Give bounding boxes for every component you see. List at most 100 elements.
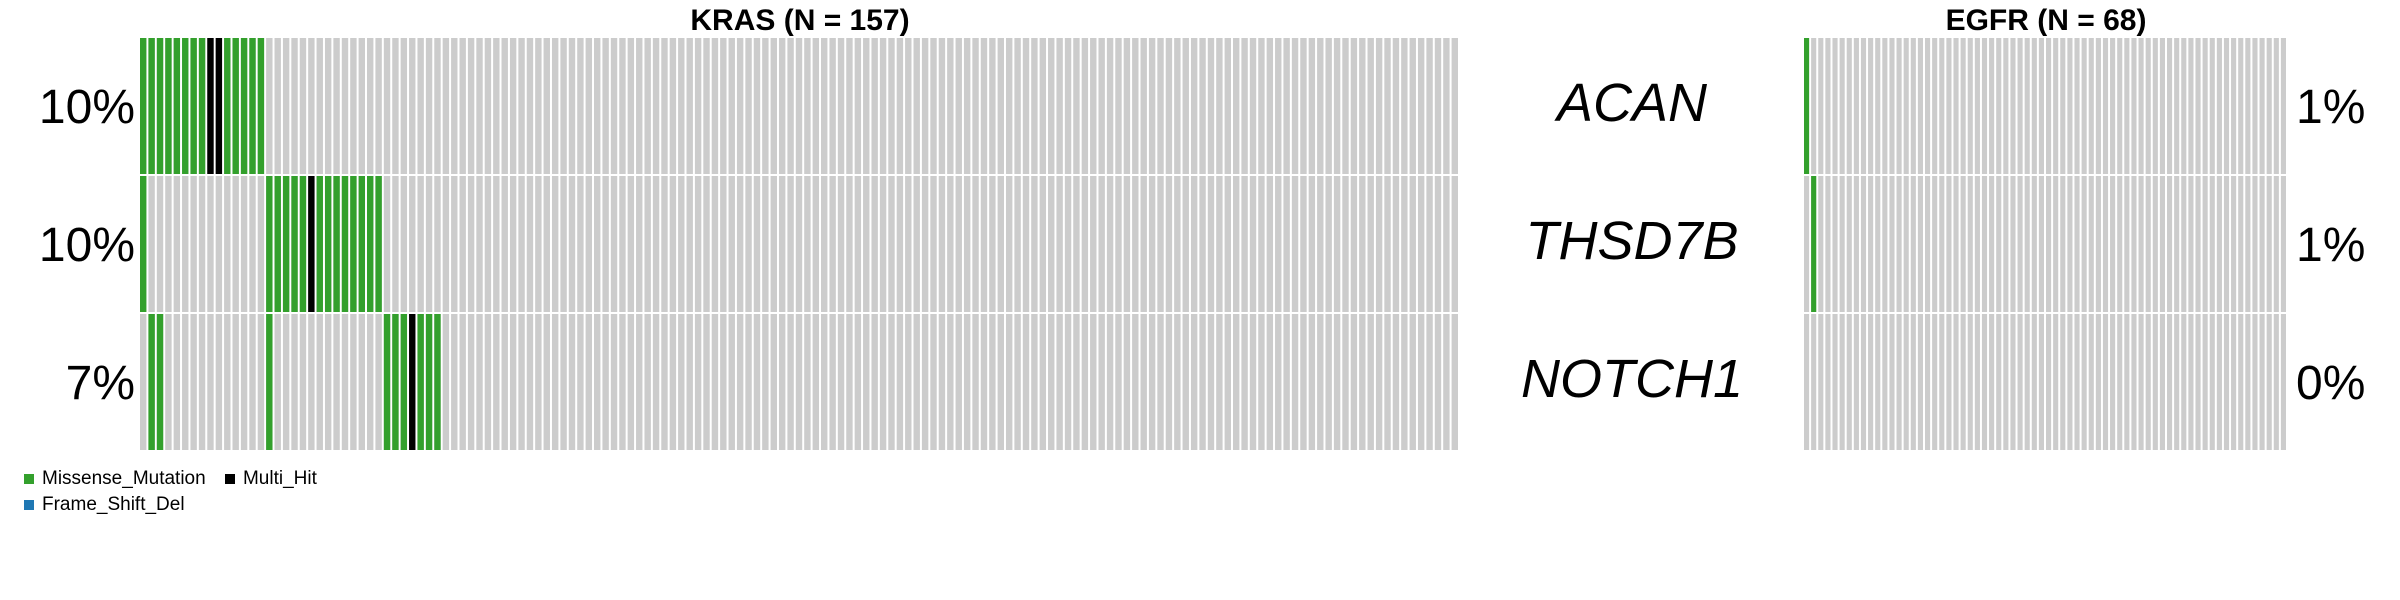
- cell-kras-notch1-7: [198, 314, 206, 450]
- cell-kras-notch1-84: [846, 314, 853, 450]
- cell-kras-notch1-117: [1123, 314, 1131, 450]
- cell-kras-acan-87: [871, 38, 878, 174]
- cell-kras-thsd7b-123: [1174, 176, 1181, 312]
- cell-kras-acan-139: [1308, 38, 1316, 174]
- cell-kras-notch1-141: [1325, 314, 1332, 450]
- cell-egfr-acan-2: [1818, 38, 1824, 174]
- cell-kras-acan-90: [896, 38, 904, 174]
- missense-cell-kras-notch1-35: [434, 314, 441, 450]
- panel-title-kras: KRAS (N = 157): [690, 4, 909, 37]
- cell-egfr-acan-7: [1853, 38, 1859, 174]
- cell-kras-notch1-104: [1014, 314, 1021, 450]
- cell-kras-acan-23: [333, 38, 340, 174]
- cell-kras-thsd7b-141: [1325, 176, 1332, 312]
- cell-kras-acan-77: [787, 38, 794, 174]
- cell-kras-thsd7b-142: [1333, 176, 1341, 312]
- cell-kras-acan-70: [728, 38, 735, 174]
- cell-kras-notch1-58: [627, 314, 635, 450]
- cell-egfr-acan-30: [2017, 38, 2023, 174]
- cell-kras-notch1-88: [879, 314, 887, 450]
- cell-egfr-notch1-43: [2110, 314, 2116, 450]
- cell-egfr-notch1-66: [2273, 314, 2279, 450]
- cell-kras-acan-59: [636, 38, 643, 174]
- cell-kras-notch1-116: [1115, 314, 1122, 450]
- cell-egfr-acan-16: [1917, 38, 1923, 174]
- cell-kras-notch1-108: [1048, 314, 1055, 450]
- cell-egfr-notch1-59: [2223, 314, 2230, 450]
- cell-kras-acan-80: [812, 38, 820, 174]
- cell-kras-acan-135: [1275, 38, 1282, 174]
- cell-egfr-notch1-60: [2231, 314, 2237, 450]
- missense-cell-egfr-acan-0: [1804, 38, 1810, 174]
- cell-kras-acan-51: [568, 38, 576, 174]
- cell-egfr-notch1-30: [2017, 314, 2023, 450]
- cell-egfr-acan-43: [2110, 38, 2116, 174]
- cell-kras-acan-28: [375, 38, 382, 174]
- cell-egfr-thsd7b-21: [1953, 176, 1959, 312]
- cell-kras-notch1-91: [905, 314, 912, 450]
- cell-kras-acan-95: [938, 38, 946, 174]
- multi-hit-cell-kras-acan-8: [207, 38, 214, 174]
- cell-kras-thsd7b-50: [560, 176, 567, 312]
- cell-kras-acan-114: [1098, 38, 1105, 174]
- legend-swatch-multi-hit: [224, 473, 235, 484]
- cell-kras-notch1-114: [1098, 314, 1105, 450]
- missense-cell-egfr-thsd7b-1: [1811, 176, 1817, 312]
- cell-egfr-thsd7b-31: [2024, 176, 2030, 312]
- cell-kras-acan-152: [1417, 38, 1425, 174]
- missense-cell-kras-notch1-31: [400, 314, 408, 450]
- cell-egfr-acan-37: [2067, 38, 2073, 174]
- cell-kras-thsd7b-98: [963, 176, 971, 312]
- cell-kras-notch1-79: [804, 314, 811, 450]
- cell-egfr-acan-35: [2053, 38, 2059, 174]
- missense-cell-kras-notch1-30: [392, 314, 399, 450]
- cell-egfr-acan-11: [1882, 38, 1888, 174]
- cell-egfr-acan-54: [2188, 38, 2194, 174]
- cell-kras-thsd7b-139: [1308, 176, 1316, 312]
- cell-kras-thsd7b-32: [409, 176, 416, 312]
- cell-egfr-thsd7b-15: [1910, 176, 1916, 312]
- cell-kras-notch1-148: [1384, 314, 1391, 450]
- cell-kras-notch1-80: [812, 314, 820, 450]
- cell-kras-thsd7b-51: [568, 176, 576, 312]
- cell-egfr-thsd7b-55: [2195, 176, 2201, 312]
- cell-egfr-thsd7b-56: [2202, 176, 2208, 312]
- cell-kras-notch1-44: [509, 314, 517, 450]
- cell-egfr-notch1-28: [2003, 314, 2009, 450]
- cell-kras-acan-84: [846, 38, 853, 174]
- cell-egfr-notch1-5: [1839, 314, 1845, 450]
- legend-item-frame-shift-del: Frame_Shift_Del: [24, 494, 185, 516]
- cell-kras-thsd7b-118: [1132, 176, 1139, 312]
- cell-egfr-notch1-1: [1811, 314, 1817, 450]
- cell-kras-thsd7b-100: [980, 176, 988, 312]
- cell-egfr-thsd7b-19: [1939, 176, 1945, 312]
- cell-kras-thsd7b-135: [1275, 176, 1282, 312]
- cell-egfr-thsd7b-20: [1946, 176, 1952, 312]
- cell-kras-acan-61: [652, 38, 660, 174]
- panel-kras: KRAS (N = 157) 10% 10% 7%: [39, 4, 1458, 450]
- cell-kras-acan-65: [686, 38, 693, 174]
- cell-egfr-notch1-24: [1974, 314, 1980, 450]
- cell-kras-acan-89: [888, 38, 895, 174]
- cell-kras-acan-104: [1014, 38, 1021, 174]
- cell-egfr-thsd7b-49: [2152, 176, 2158, 312]
- cell-egfr-thsd7b-13: [1896, 176, 1902, 312]
- cell-kras-acan-127: [1207, 38, 1215, 174]
- cell-kras-notch1-152: [1417, 314, 1425, 450]
- cell-kras-notch1-90: [896, 314, 904, 450]
- cell-kras-notch1-137: [1291, 314, 1299, 450]
- cell-kras-thsd7b-87: [871, 176, 878, 312]
- cell-kras-thsd7b-117: [1123, 176, 1131, 312]
- cell-egfr-thsd7b-11: [1882, 176, 1888, 312]
- cell-kras-thsd7b-73: [753, 176, 761, 312]
- cell-egfr-notch1-16: [1917, 314, 1923, 450]
- cell-egfr-thsd7b-38: [2074, 176, 2080, 312]
- cell-egfr-notch1-45: [2124, 314, 2130, 450]
- cell-egfr-thsd7b-29: [2010, 176, 2016, 312]
- multi-hit-cell-kras-acan-9: [215, 38, 223, 174]
- cell-egfr-acan-61: [2238, 38, 2244, 174]
- cell-egfr-acan-26: [1989, 38, 1995, 174]
- cell-kras-acan-102: [997, 38, 1004, 174]
- cell-kras-notch1-82: [829, 314, 836, 450]
- percent-label-egfr-acan: 1%: [2296, 81, 2365, 134]
